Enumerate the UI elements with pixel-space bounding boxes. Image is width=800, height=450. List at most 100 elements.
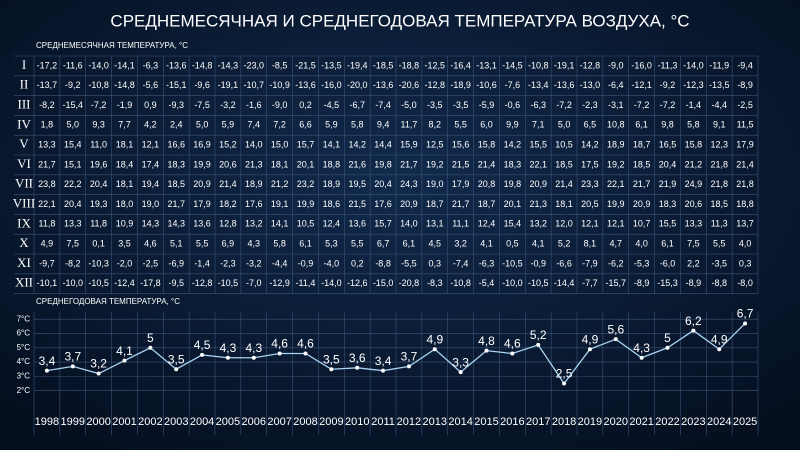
table-cell: -4,4	[272, 258, 288, 268]
table-cell: 15,2	[219, 139, 237, 149]
point	[381, 368, 386, 373]
table-cell: 18,7	[633, 139, 651, 149]
table-cell: -14,8	[192, 60, 213, 70]
table-cell: 19,0	[142, 199, 160, 209]
point	[665, 345, 670, 350]
y-tick-label: 3°C	[17, 371, 31, 380]
table-cell: 14,1	[323, 139, 341, 149]
table-cell: 21,7	[38, 159, 56, 169]
table-cell: -2,0	[117, 258, 133, 268]
table-cell: 12,4	[478, 219, 496, 229]
month-label: XI	[17, 255, 31, 270]
x-tick-label: 2013	[423, 416, 447, 428]
table-cell: 14,4	[374, 139, 392, 149]
table-cell: 18,4	[116, 159, 134, 169]
value-label: 3,7	[64, 350, 81, 364]
table-cell: -19,1	[218, 80, 239, 90]
table-cell: 7,4	[248, 120, 261, 130]
table-cell: -13,6	[295, 80, 316, 90]
table-cell: 20,6	[219, 159, 237, 169]
point	[432, 347, 437, 352]
point	[743, 321, 748, 326]
table-cell: -10,8	[528, 60, 549, 70]
table-cell: -0,9	[530, 258, 546, 268]
table-cell: -6,0	[660, 258, 676, 268]
table-cell: 5,2	[558, 238, 571, 248]
table-cell: -13,6	[554, 80, 575, 90]
table-cell: -17,2	[37, 60, 58, 70]
table-cell: -9,2	[660, 80, 676, 90]
table-cell: 21,2	[271, 179, 289, 189]
table-cell: -12,8	[192, 278, 213, 288]
table-cell: 19,9	[607, 199, 625, 209]
table-cell: 18,5	[167, 179, 185, 189]
month-label: XII	[15, 275, 33, 290]
table-cell: 13,3	[64, 219, 82, 229]
x-tick-label: 2007	[267, 416, 291, 428]
value-label: 3,2	[90, 357, 107, 371]
table-cell: -14,0	[683, 60, 704, 70]
value-label: 4,1	[116, 344, 133, 358]
table-cell: 15,8	[478, 139, 496, 149]
table-cell: 18,1	[116, 179, 134, 189]
table-cell: 20,9	[633, 199, 651, 209]
point	[691, 328, 696, 333]
table-cell: 9,3	[92, 120, 105, 130]
table-cell: -8,8	[375, 258, 391, 268]
x-tick-label: 2012	[397, 416, 421, 428]
x-tick-label: 2006	[242, 416, 266, 428]
table-cell: 21,6	[348, 159, 366, 169]
table-cell: 20,4	[374, 179, 392, 189]
table-cell: 2,4	[170, 120, 183, 130]
value-label: 5	[147, 331, 154, 345]
table-cell: -12,1	[631, 80, 652, 90]
table-cell: -12,5	[425, 60, 446, 70]
value-label: 6,7	[737, 307, 754, 321]
table-cell: -13,5	[709, 80, 730, 90]
table-cell: -15,7	[606, 278, 627, 288]
x-tick-label: 2005	[216, 416, 240, 428]
table-cell: 13,2	[529, 219, 547, 229]
value-label: 2,5	[556, 367, 573, 381]
table-cell: 20,4	[64, 199, 82, 209]
y-tick-label: 2°C	[17, 386, 31, 395]
table-cell: 7,5	[687, 238, 700, 248]
table-cell: 6,1	[635, 120, 648, 130]
table-cell: -1,4	[194, 258, 210, 268]
table-cell: 12,0	[555, 219, 573, 229]
table-cell: -8,2	[65, 258, 81, 268]
table-cell: 12,1	[142, 139, 160, 149]
table-cell: 6,6	[299, 120, 312, 130]
table-cell: 18,5	[555, 159, 573, 169]
table-cell: -13,6	[373, 80, 394, 90]
table-cell: -12,8	[425, 80, 446, 90]
table-cell: 22,2	[64, 179, 82, 189]
table-cell: -12,9	[269, 278, 290, 288]
table-cell: 13,6	[348, 219, 366, 229]
point	[717, 347, 722, 352]
table-cell: 4,9	[41, 238, 54, 248]
table-cell: -16,4	[450, 60, 471, 70]
table-cell: 18,8	[323, 159, 341, 169]
table-cell: -6,4	[608, 80, 624, 90]
value-label: 4,9	[426, 332, 443, 346]
table-cell: 22,1	[529, 159, 547, 169]
table-cell: 14,1	[271, 219, 289, 229]
table-cell: -19,4	[347, 60, 368, 70]
table-cell: -14,4	[554, 278, 575, 288]
table-cell: 9,8	[661, 120, 674, 130]
table-cell: -10,5	[218, 278, 239, 288]
x-tick-label: 2000	[86, 416, 110, 428]
table-cell: 18,0	[116, 199, 134, 209]
table-cell: 17,9	[452, 179, 470, 189]
table-cell: 21,7	[452, 199, 470, 209]
month-label: V	[19, 136, 29, 151]
table-cell: 24,9	[685, 179, 703, 189]
table-cell: 19,2	[607, 159, 625, 169]
table-cell: -10,1	[37, 278, 58, 288]
table-cell: 12,3	[710, 139, 728, 149]
table-cell: -13,1	[476, 60, 497, 70]
value-label: 3,5	[323, 352, 340, 366]
table-cell: 20,6	[685, 199, 703, 209]
table-cell: 18,1	[116, 139, 134, 149]
